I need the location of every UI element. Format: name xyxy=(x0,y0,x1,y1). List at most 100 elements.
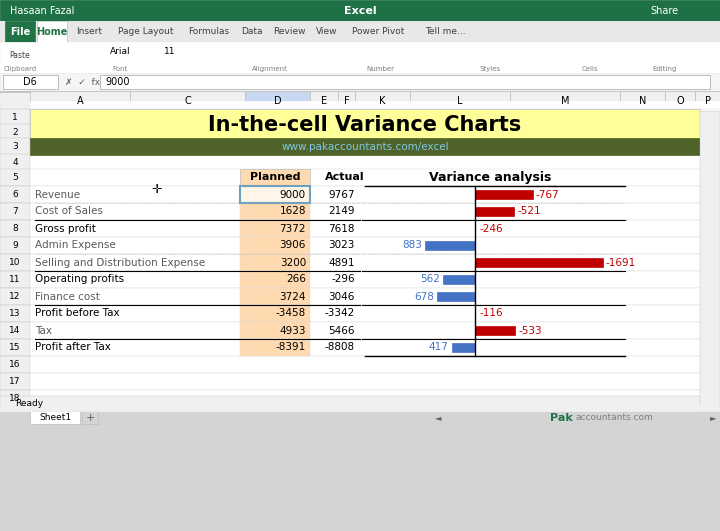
Text: Ready: Ready xyxy=(15,399,43,408)
Text: -3342: -3342 xyxy=(325,309,355,319)
Bar xyxy=(0,305,30,322)
Bar xyxy=(0,186,30,203)
Text: Font: Font xyxy=(112,66,127,72)
Text: 6: 6 xyxy=(12,190,18,199)
Bar xyxy=(0,154,30,171)
Text: -3458: -3458 xyxy=(276,309,306,319)
Bar xyxy=(0,356,30,373)
Bar xyxy=(0,288,30,305)
Bar xyxy=(620,91,665,111)
Bar xyxy=(0,169,30,186)
Bar xyxy=(0,411,720,426)
Bar xyxy=(338,91,355,111)
Bar xyxy=(37,21,67,44)
Bar xyxy=(240,186,310,203)
Bar xyxy=(240,305,310,322)
Text: 883: 883 xyxy=(402,241,423,251)
Text: accountants.com: accountants.com xyxy=(575,414,653,423)
Bar xyxy=(0,91,720,111)
Text: 3: 3 xyxy=(12,142,18,151)
Text: Variance analysis: Variance analysis xyxy=(429,171,552,184)
Text: 10: 10 xyxy=(9,258,21,267)
Text: -296: -296 xyxy=(331,275,355,285)
Text: Home: Home xyxy=(36,27,68,37)
Text: -521: -521 xyxy=(517,207,541,217)
Bar xyxy=(700,111,720,411)
Bar xyxy=(30,373,720,390)
Text: 562: 562 xyxy=(420,275,441,285)
Bar xyxy=(0,254,30,271)
Bar xyxy=(0,101,30,411)
Text: Pak: Pak xyxy=(550,413,572,423)
Text: 9000: 9000 xyxy=(105,77,130,87)
Bar xyxy=(510,91,620,111)
Bar xyxy=(30,186,720,203)
Text: Revenue: Revenue xyxy=(35,190,80,200)
Text: Planned: Planned xyxy=(250,173,300,183)
Bar xyxy=(30,101,720,411)
Text: ◄: ◄ xyxy=(435,414,441,423)
Text: 18: 18 xyxy=(9,394,21,403)
Text: Review: Review xyxy=(273,28,305,37)
Text: 3724: 3724 xyxy=(279,292,306,302)
Bar xyxy=(355,91,410,111)
Bar xyxy=(82,411,98,424)
Text: 5: 5 xyxy=(12,173,18,182)
Bar xyxy=(30,109,700,141)
Text: -533: -533 xyxy=(518,326,542,336)
Text: www.pakaccountants.com/excel: www.pakaccountants.com/excel xyxy=(282,141,449,151)
Text: Insert: Insert xyxy=(76,28,102,37)
Bar xyxy=(0,109,30,126)
Bar xyxy=(430,411,720,426)
Bar xyxy=(0,339,30,356)
Bar xyxy=(240,203,310,220)
Text: 3906: 3906 xyxy=(279,241,306,251)
Bar xyxy=(30,154,720,171)
Bar xyxy=(0,91,720,92)
Bar xyxy=(426,241,475,250)
Text: Selling and Distribution Expense: Selling and Distribution Expense xyxy=(35,258,205,268)
Text: Paste: Paste xyxy=(9,52,30,61)
Text: Excel: Excel xyxy=(343,5,377,15)
Text: 13: 13 xyxy=(9,309,21,318)
Bar xyxy=(665,91,695,111)
Bar xyxy=(30,138,720,155)
Text: Tax: Tax xyxy=(35,326,52,336)
Text: 3023: 3023 xyxy=(328,241,355,251)
Text: M: M xyxy=(561,96,570,106)
Bar xyxy=(0,322,30,339)
Text: Actual: Actual xyxy=(325,173,364,183)
Text: Sheet1: Sheet1 xyxy=(39,414,71,423)
Text: 17: 17 xyxy=(9,377,21,386)
Text: Data: Data xyxy=(240,28,262,37)
Text: D6: D6 xyxy=(23,77,37,87)
Text: 678: 678 xyxy=(414,292,434,302)
Text: +: + xyxy=(85,413,95,423)
Bar xyxy=(30,109,720,126)
Text: 9767: 9767 xyxy=(328,190,355,200)
Text: 4: 4 xyxy=(12,158,18,167)
Bar xyxy=(475,258,603,267)
Bar xyxy=(475,326,516,335)
Bar xyxy=(0,390,30,407)
Bar xyxy=(240,288,310,305)
Text: Styles: Styles xyxy=(480,66,500,72)
Text: Arial: Arial xyxy=(109,47,130,56)
Bar xyxy=(5,21,35,42)
Text: Power Pivot: Power Pivot xyxy=(351,28,404,37)
Text: Tell me...: Tell me... xyxy=(426,28,466,37)
Bar xyxy=(240,322,310,339)
Bar xyxy=(240,186,310,203)
Text: A: A xyxy=(77,96,84,106)
Bar xyxy=(0,91,720,92)
Text: K: K xyxy=(379,96,386,106)
Text: Cells: Cells xyxy=(582,66,598,72)
Text: N: N xyxy=(639,96,646,106)
Bar xyxy=(0,271,30,288)
Text: Number: Number xyxy=(366,66,394,72)
Bar xyxy=(30,220,720,237)
Bar xyxy=(130,91,245,111)
Bar xyxy=(30,237,720,254)
Text: Editing: Editing xyxy=(653,66,678,72)
Bar xyxy=(240,220,310,237)
